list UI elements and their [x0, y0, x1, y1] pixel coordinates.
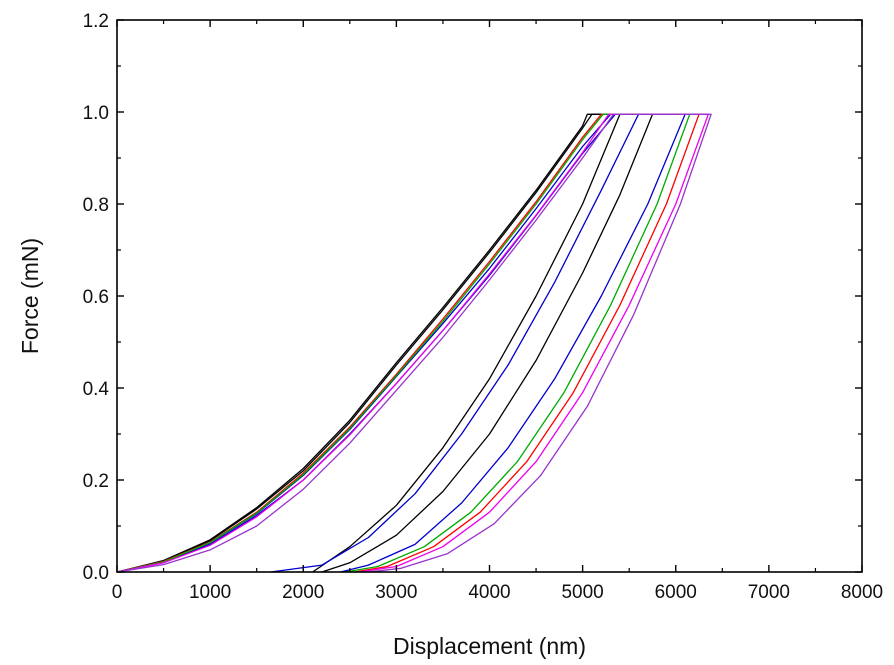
x-tick-label: 0 [112, 582, 123, 603]
indentation-curve-1 [116, 113, 621, 573]
y-tick-label: 1.0 [83, 103, 109, 124]
y-tick-label: 0.2 [83, 471, 109, 492]
indentation-curve-7 [116, 113, 709, 573]
y-tick-label: 1.2 [83, 11, 109, 32]
x-tick-label: 8000 [841, 582, 883, 603]
y-tick-label: 0.8 [83, 195, 109, 216]
tick-labels-group: 0 1000 2000 3000 4000 5000 6000 7000 8000 0.0 0.2 0… [83, 11, 884, 603]
indentation-curve-8 [116, 113, 712, 573]
indentation-curve-6 [116, 113, 691, 573]
x-tick-label: 6000 [655, 582, 697, 603]
plot-frame [116, 19, 863, 573]
x-tick-label: 1000 [189, 582, 231, 603]
x-tick-label: 5000 [561, 582, 603, 603]
indentation-curve-2 [116, 113, 654, 573]
y-tick-label: 0.6 [83, 287, 109, 308]
y-tick-label: 0.0 [83, 563, 109, 584]
curves-group [116, 113, 712, 573]
x-tick-label: 4000 [468, 582, 510, 603]
x-tick-label: 3000 [375, 582, 417, 603]
y-axis-title: Force (mN) [17, 238, 43, 354]
y-tick-label: 0.4 [83, 379, 110, 400]
indentation-curve-5 [116, 113, 700, 573]
x-axis-title: Displacement (nm) [393, 633, 586, 659]
x-tick-label: 7000 [748, 582, 790, 603]
ticks-group [116, 19, 863, 573]
x-tick-label: 2000 [282, 582, 324, 603]
